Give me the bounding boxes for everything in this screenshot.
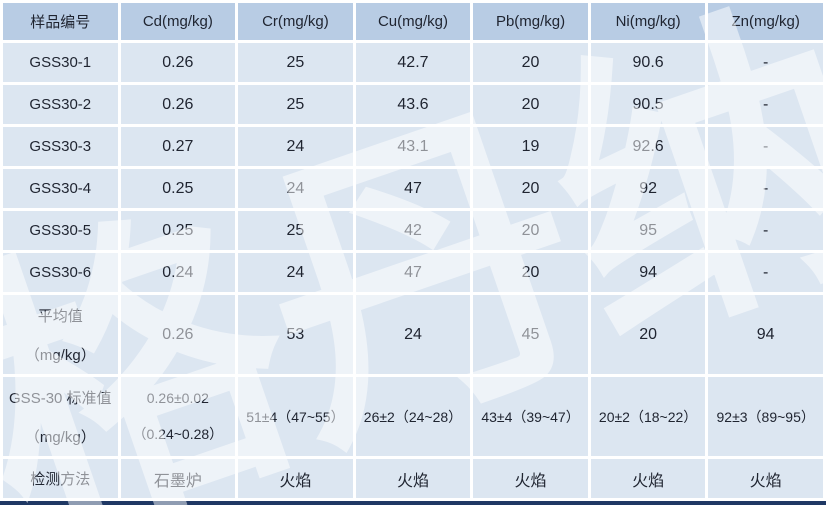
table-row-gss30-5: GSS30-5 0.25 25 42 20 95 -: [3, 211, 823, 250]
data-cell: 25: [238, 85, 353, 124]
table-row-gss30-4: GSS30-4 0.25 24 47 20 92 -: [3, 169, 823, 208]
average-row: 平均值 （mg/kg） 0.26 53 24 45 20 94: [3, 295, 823, 374]
data-cell: 94: [708, 295, 823, 374]
data-cell: 0.25: [120, 211, 236, 250]
header-cell-pb: Pb(mg/kg): [473, 3, 588, 40]
standard-value-row: GSS-30 标准值 （mg/kg） 0.26±0.02 （0.24~0.28）…: [3, 377, 823, 456]
data-cell: 火焰: [473, 459, 588, 498]
table-row-gss30-2: GSS30-2 0.26 25 43.6 20 90.5 -: [3, 85, 823, 124]
data-cell: 20: [473, 43, 588, 82]
data-cell: 43.6: [355, 85, 471, 124]
data-cell: 47: [355, 169, 471, 208]
data-cell: 火焰: [355, 459, 471, 498]
data-cell: 0.25: [120, 169, 236, 208]
header-cell-cr: Cr(mg/kg): [238, 3, 353, 40]
data-cell: 92±3（89~95）: [708, 377, 823, 456]
row-label-method: 检测方法: [3, 459, 118, 498]
data-cell: -: [708, 127, 823, 166]
standard-cd-line1: 0.26±0.02: [146, 389, 209, 406]
data-cell: 90.5: [590, 85, 706, 124]
header-row: 样品编号 Cd(mg/kg) Cr(mg/kg) Cu(mg/kg) Pb(mg…: [3, 3, 823, 40]
data-cell: -: [708, 253, 823, 292]
data-cell: -: [708, 169, 823, 208]
data-cell: 0.27: [120, 127, 236, 166]
data-cell: 20: [473, 253, 588, 292]
data-cell: 0.26: [120, 43, 236, 82]
standard-label-line1: GSS-30 标准值: [9, 389, 112, 407]
data-cell: 19: [473, 127, 588, 166]
row-label: GSS30-6: [3, 253, 118, 292]
data-cell: 20: [473, 169, 588, 208]
data-cell: 20±2（18~22）: [590, 377, 706, 456]
header-cell-cu: Cu(mg/kg): [355, 3, 471, 40]
header-cell-cd: Cd(mg/kg): [120, 3, 236, 40]
average-label-line1: 平均值: [37, 307, 83, 325]
header-cell-ni: Ni(mg/kg): [590, 3, 706, 40]
standard-cd-line2: （0.24~0.28）: [132, 425, 224, 442]
method-row: 检测方法 石墨炉 火焰 火焰 火焰 火焰 火焰: [3, 459, 823, 498]
data-cell: 94: [590, 253, 706, 292]
data-cell: -: [708, 85, 823, 124]
data-cell: 53: [238, 295, 353, 374]
data-cell: 95: [590, 211, 706, 250]
data-cell: 90.6: [590, 43, 706, 82]
table-row-gss30-6: GSS30-6 0.24 24 47 20 94 -: [3, 253, 823, 292]
data-cell: 火焰: [590, 459, 706, 498]
data-cell: 24: [238, 169, 353, 208]
data-cell: 0.26: [120, 85, 236, 124]
data-cell: 火焰: [708, 459, 823, 498]
standard-label-line2: （mg/kg）: [24, 428, 96, 446]
row-label: GSS30-4: [3, 169, 118, 208]
data-cell: 25: [238, 43, 353, 82]
row-label: GSS30-1: [3, 43, 118, 82]
data-cell: 43±4（39~47）: [473, 377, 588, 456]
data-cell: 0.24: [120, 253, 236, 292]
data-cell: 20: [473, 85, 588, 124]
data-cell: 92: [590, 169, 706, 208]
data-cell: 24: [355, 295, 471, 374]
row-label: GSS30-5: [3, 211, 118, 250]
data-cell: 42: [355, 211, 471, 250]
data-cell: 92.6: [590, 127, 706, 166]
data-cell: 火焰: [238, 459, 353, 498]
header-cell-zn: Zn(mg/kg): [708, 3, 823, 40]
table-bottom-border: [0, 501, 826, 505]
data-cell: 20: [473, 211, 588, 250]
header-cell-sample-id: 样品编号: [3, 3, 118, 40]
data-cell: 20: [590, 295, 706, 374]
data-cell-standard-cd: 0.26±0.02 （0.24~0.28）: [120, 377, 236, 456]
row-label: GSS30-3: [3, 127, 118, 166]
data-cell: 45: [473, 295, 588, 374]
data-cell: 42.7: [355, 43, 471, 82]
row-label-average: 平均值 （mg/kg）: [3, 295, 118, 374]
data-cell: 0.26: [120, 295, 236, 374]
data-cell: 25: [238, 211, 353, 250]
data-cell: 47: [355, 253, 471, 292]
row-label-standard: GSS-30 标准值 （mg/kg）: [3, 377, 118, 456]
data-cell: 石墨炉: [120, 459, 236, 498]
data-cell: 24: [238, 127, 353, 166]
data-cell: 24: [238, 253, 353, 292]
data-cell: 43.1: [355, 127, 471, 166]
data-cell: -: [708, 43, 823, 82]
data-cell: -: [708, 211, 823, 250]
data-cell: 51±4（47~55）: [238, 377, 353, 456]
row-label: GSS30-2: [3, 85, 118, 124]
table-row-gss30-3: GSS30-3 0.27 24 43.1 19 92.6 -: [3, 127, 823, 166]
average-label-line2: （mg/kg）: [24, 346, 96, 364]
data-cell: 26±2（24~28）: [355, 377, 471, 456]
table-row-gss30-1: GSS30-1 0.26 25 42.7 20 90.6 -: [3, 43, 823, 82]
